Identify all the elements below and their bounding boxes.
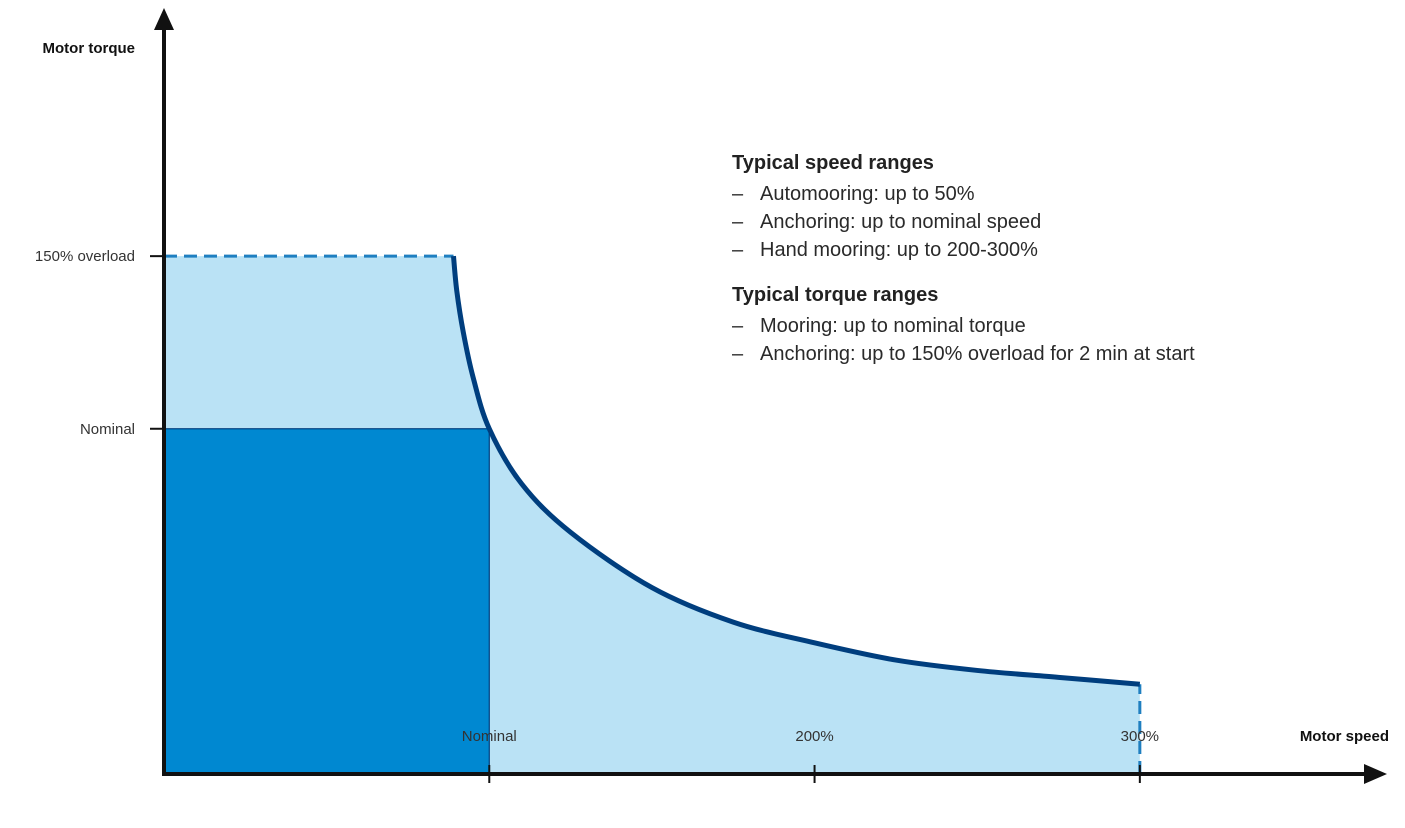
- torque-ranges-title: Typical torque ranges: [732, 284, 939, 306]
- x-tick-label: 300%: [1121, 728, 1159, 745]
- labels-layer: Nominal 200% 300% Nominal 150% overload Motor…: [35, 40, 1389, 745]
- speed-ranges-group: Typical speed ranges – Automooring: up to…: [732, 150, 1195, 264]
- nominal-operating-area: [163, 428, 490, 775]
- regions-layer: [163, 256, 1140, 775]
- y-axis-label: Motor torque: [43, 40, 135, 57]
- notes-panel: Typical speed ranges – Automooring: up to…: [732, 150, 1195, 368]
- x-tick-label: Nominal: [462, 728, 517, 745]
- y-tick-label: Nominal: [80, 421, 135, 438]
- x-axis-label: Motor speed: [1300, 728, 1389, 745]
- axes-layer: [150, 8, 1387, 784]
- torque-ranges-group: Typical torque ranges – Mooring: up to no…: [732, 282, 1195, 368]
- speed-ranges-list: – Automooring: up to 50% – Anchoring: up t…: [732, 180, 1195, 264]
- speed-range-item: – Anchoring: up to nominal speed: [732, 208, 1195, 236]
- x-tick-label: 200%: [795, 728, 833, 745]
- dash: –: [732, 343, 744, 365]
- y-axis-arrow-icon: [154, 8, 174, 30]
- torque-range-text: Mooring: up to nominal torque: [760, 315, 1026, 337]
- dash: –: [732, 183, 744, 205]
- dash: –: [732, 239, 744, 261]
- lines-layer: [164, 254, 1142, 774]
- speed-ranges-title: Typical speed ranges: [732, 152, 934, 174]
- speed-range-item: – Automooring: up to 50%: [732, 180, 1195, 208]
- speed-range-item: – Hand mooring: up to 200-300%: [732, 236, 1195, 264]
- dash: –: [732, 211, 744, 233]
- speed-range-text: Automooring: up to 50%: [760, 183, 975, 205]
- torque-ranges-list: – Mooring: up to nominal torque – Anchorin…: [732, 312, 1195, 368]
- speed-range-text: Anchoring: up to nominal speed: [760, 211, 1042, 233]
- torque-range-text: Anchoring: up to 150% overload for 2 min…: [760, 343, 1195, 365]
- x-axis-arrow-icon: [1364, 764, 1387, 784]
- dash: –: [732, 315, 744, 337]
- torque-speed-curve: [451, 255, 1141, 687]
- torque-range-item: – Mooring: up to nominal torque: [732, 312, 1195, 340]
- y-tick-label: 150% overload: [35, 248, 135, 265]
- torque-range-item: – Anchoring: up to 150% overload for 2 mi…: [732, 340, 1195, 368]
- speed-range-text: Hand mooring: up to 200-300%: [760, 239, 1038, 261]
